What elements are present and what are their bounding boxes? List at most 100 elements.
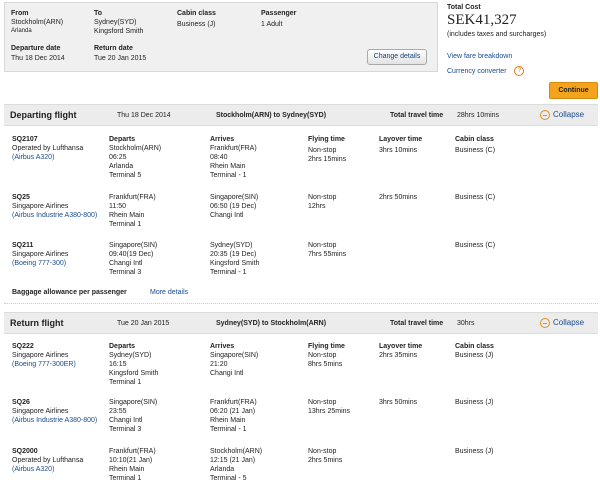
to-airport: Kingsford Smith bbox=[94, 28, 144, 35]
departure-time: 09:40(19 Dec) bbox=[109, 251, 154, 258]
collapse-icon bbox=[540, 318, 550, 329]
operator: Singapore Airlines bbox=[12, 408, 69, 415]
flying-time: 13hrs 25mins bbox=[308, 408, 351, 415]
aircraft-link[interactable]: (Airbus Industrie A380-800) bbox=[12, 417, 98, 424]
layover-time: 3hrs 10mins bbox=[379, 147, 418, 154]
baggage-more-details-link[interactable]: More details bbox=[150, 289, 189, 296]
departure-terminal: Terminal 1 bbox=[109, 475, 142, 482]
departing-travel-time-label: Total travel time bbox=[390, 112, 444, 119]
departing-route: Stockholm(ARN) to Sydney(SYD) bbox=[216, 112, 327, 119]
cabin-label: Cabin class bbox=[177, 10, 216, 17]
departure-time: 16:15 bbox=[109, 361, 127, 368]
departure-date-value: Thu 18 Dec 2014 bbox=[11, 55, 65, 62]
departure-city: Singapore(SIN) bbox=[109, 399, 158, 406]
departure-time: 23:55 bbox=[109, 408, 127, 415]
arrival-time: 06:50 (19 Dec) bbox=[210, 203, 257, 210]
total-cost-amount: SEK41,327 bbox=[447, 12, 517, 28]
layover-time-header: Layover time bbox=[379, 343, 423, 350]
arrival-time: 08:40 bbox=[210, 154, 228, 161]
from-label: From bbox=[11, 10, 29, 17]
flying-time: 2hrs 5mins bbox=[308, 457, 343, 464]
flying-time: 8hrs 5mins bbox=[308, 361, 343, 368]
baggage-allowance-label: Baggage allowance per passenger bbox=[12, 289, 127, 296]
aircraft-link[interactable]: (Boeing 777-300ER) bbox=[12, 361, 76, 368]
return-collapse-toggle[interactable]: Collapse bbox=[540, 318, 584, 329]
arrival-terminal: Terminal - 1 bbox=[210, 269, 247, 276]
return-route: Sydney(SYD) to Stockholm(ARN) bbox=[216, 320, 327, 327]
departure-time: 11:50 bbox=[109, 203, 126, 210]
arrival-city: Frankfurt(FRA) bbox=[210, 399, 257, 406]
return-date-label: Return date bbox=[94, 45, 133, 52]
cabin-value: Business (J) bbox=[177, 21, 216, 28]
change-details-button[interactable]: Change details bbox=[367, 49, 427, 65]
collapse-icon bbox=[540, 110, 550, 121]
operator: Singapore Airlines bbox=[12, 352, 69, 359]
aircraft-link[interactable]: (Airbus A320) bbox=[12, 466, 55, 473]
flight-number: SQ211 bbox=[12, 242, 34, 249]
arrival-airport: Kingsford Smith bbox=[210, 260, 260, 267]
flying-time: 7hrs 55mins bbox=[308, 251, 347, 258]
departing-flight-title: Departing flight bbox=[10, 110, 77, 120]
departing-collapse-label: Collapse bbox=[553, 110, 585, 119]
from-value: Stockholm(ARN) bbox=[11, 19, 64, 26]
return-flight-header: Return flight Tue 20 Jan 2015 Sydney(SYD… bbox=[4, 312, 598, 334]
departure-city: Stockholm(ARN) bbox=[109, 145, 162, 152]
arrival-time: 20:35 (19 Dec) bbox=[210, 251, 257, 258]
to-label: To bbox=[94, 10, 103, 17]
passenger-label: Passenger bbox=[261, 10, 297, 17]
currency-converter-link[interactable]: Currency converter bbox=[447, 67, 507, 75]
cabin-class: Business (C) bbox=[455, 242, 496, 249]
layover-time: 2hrs 35mins bbox=[379, 352, 418, 359]
flight-number: SQ26 bbox=[12, 399, 30, 406]
layover-time-header: Layover time bbox=[379, 136, 423, 143]
arrival-city: Singapore(SIN) bbox=[210, 352, 259, 359]
layover-time: 2hrs 50mins bbox=[379, 194, 418, 201]
cabin-class: Business (C) bbox=[455, 194, 496, 201]
flying-time: 2hrs 15mins bbox=[308, 156, 347, 163]
continue-button[interactable]: Continue bbox=[549, 82, 598, 99]
flying-time-header: Flying time bbox=[308, 136, 345, 143]
departure-airport: Rhein Main bbox=[109, 212, 145, 219]
departure-city: Frankfurt(FRA) bbox=[109, 448, 156, 455]
operator: Operated by Lufthansa bbox=[12, 145, 84, 152]
total-cost-note: (includes taxes and surcharges) bbox=[447, 31, 547, 38]
departs-header: Departs bbox=[109, 136, 136, 143]
flying-time-header: Flying time bbox=[308, 343, 345, 350]
departing-collapse-toggle[interactable]: Collapse bbox=[540, 110, 585, 121]
aircraft-link[interactable]: (Boeing 777-300) bbox=[12, 260, 67, 267]
departure-terminal: Terminal 3 bbox=[109, 426, 142, 433]
arrival-airport: Rhein Main bbox=[210, 417, 246, 424]
departure-time: 06:25 bbox=[109, 154, 127, 161]
arrival-terminal: Terminal - 1 bbox=[210, 172, 247, 179]
arrival-city: Frankfurt(FRA) bbox=[210, 145, 257, 152]
departure-city: Sydney(SYD) bbox=[109, 352, 152, 359]
stops: Non-stop bbox=[308, 194, 337, 201]
departure-terminal: Terminal 1 bbox=[109, 221, 142, 228]
arrival-terminal: Terminal - 5 bbox=[210, 475, 247, 482]
return-date-value: Tue 20 Jan 2015 bbox=[94, 55, 147, 62]
operator: Operated by Lufthansa bbox=[12, 457, 84, 464]
cabin-class: Business (C) bbox=[455, 147, 496, 154]
arrival-city: Stockholm(ARN) bbox=[210, 448, 263, 455]
cabin-class: Business (J) bbox=[455, 448, 494, 455]
departure-airport: Kingsford Smith bbox=[109, 370, 159, 377]
stops: Non-stop bbox=[308, 448, 337, 455]
divider bbox=[4, 303, 598, 304]
departure-airport: Changi Intl bbox=[109, 417, 143, 424]
search-summary-panel: From Stockholm(ARN) Arlanda To Sydney(SY… bbox=[4, 2, 438, 72]
flight-number: SQ2107 bbox=[12, 136, 38, 143]
arrives-header: Arrives bbox=[210, 343, 235, 350]
departing-flight-header: Departing flight Thu 18 Dec 2014 Stockho… bbox=[4, 104, 598, 126]
aircraft-link[interactable]: (Airbus A320) bbox=[12, 154, 55, 161]
aircraft-link[interactable]: (Airbus Industrie A380-800) bbox=[12, 212, 98, 219]
operator: Singapore Airlines bbox=[12, 203, 69, 210]
arrival-city: Singapore(SIN) bbox=[210, 194, 259, 201]
departing-travel-time-value: 28hrs 10mins bbox=[457, 112, 500, 119]
operator: Singapore Airlines bbox=[12, 251, 69, 258]
departure-airport: Arlanda bbox=[109, 163, 134, 170]
stops: Non-stop bbox=[308, 352, 337, 359]
flight-number: SQ25 bbox=[12, 194, 30, 201]
departure-terminal: Terminal 3 bbox=[109, 269, 142, 276]
view-fare-breakdown-link[interactable]: View fare breakdown bbox=[447, 53, 513, 60]
help-icon[interactable]: ? bbox=[514, 66, 525, 76]
